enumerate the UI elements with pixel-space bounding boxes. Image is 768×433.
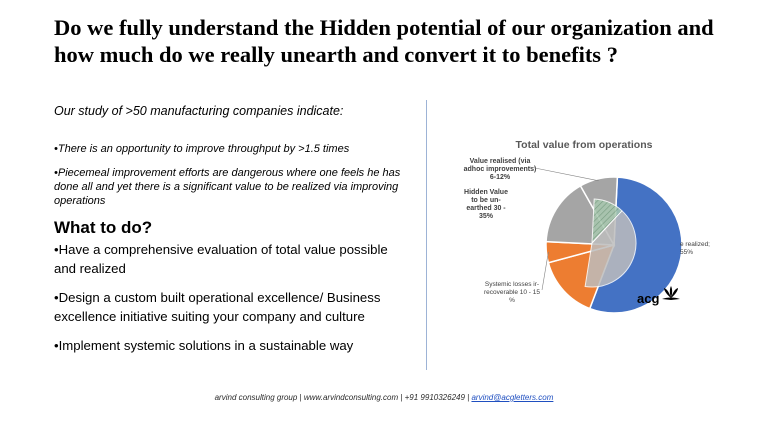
study-bullet-list: •There is an opportunity to improve thro… <box>54 142 424 218</box>
action-bullet: •Implement systemic solutions in a susta… <box>54 338 354 353</box>
footer-contact: arvind consulting group | www.arvindcons… <box>214 393 472 402</box>
pie-chart: Total value from operations e realized; 5… <box>464 139 711 314</box>
action-bullet: •Have a comprehensive evaluation of tota… <box>54 242 388 276</box>
lotus-icon <box>662 286 680 300</box>
pie-labels: e realized; 55% Systemic losses ir-recover… <box>464 158 711 304</box>
what-to-do-heading: What to do? <box>54 218 153 237</box>
pie-slices <box>545 176 683 314</box>
action-bullet-list: •Have a comprehensive evaluation of tota… <box>54 240 399 365</box>
chart-title: Total value from operations <box>516 139 653 151</box>
footer: arvind consulting group | www.arvindcons… <box>0 393 768 402</box>
pie-slice-label: Systemic losses ir-recoverable 10 - 15% <box>484 281 540 304</box>
study-bullet: •There is an opportunity to improve thro… <box>54 143 350 155</box>
pie-leader-line <box>529 166 599 182</box>
pie-inner-wedge <box>584 210 637 288</box>
study-intro: Our study of >50 manufacturing companies… <box>54 104 344 118</box>
pie-leader-line <box>541 252 549 291</box>
study-bullet: •Piecemeal improvement efforts are dange… <box>54 167 401 207</box>
footer-email-link[interactable]: arvind@acgletters.com <box>471 393 554 402</box>
logo-text: acg <box>637 291 659 306</box>
pie-slice-label: Value realised (via adhoc improvements) 6-… <box>464 158 537 181</box>
column-divider <box>426 100 427 370</box>
pie-slice-label: Hidden Value to be un-earthed 30 -35% <box>464 189 508 220</box>
action-bullet: •Design a custom built operational excel… <box>54 290 381 324</box>
page-title: Do we fully understand the Hidden potent… <box>54 15 714 67</box>
acg-logo: acg <box>637 286 680 306</box>
pie-slice-label: e realized; 55% <box>680 241 710 256</box>
